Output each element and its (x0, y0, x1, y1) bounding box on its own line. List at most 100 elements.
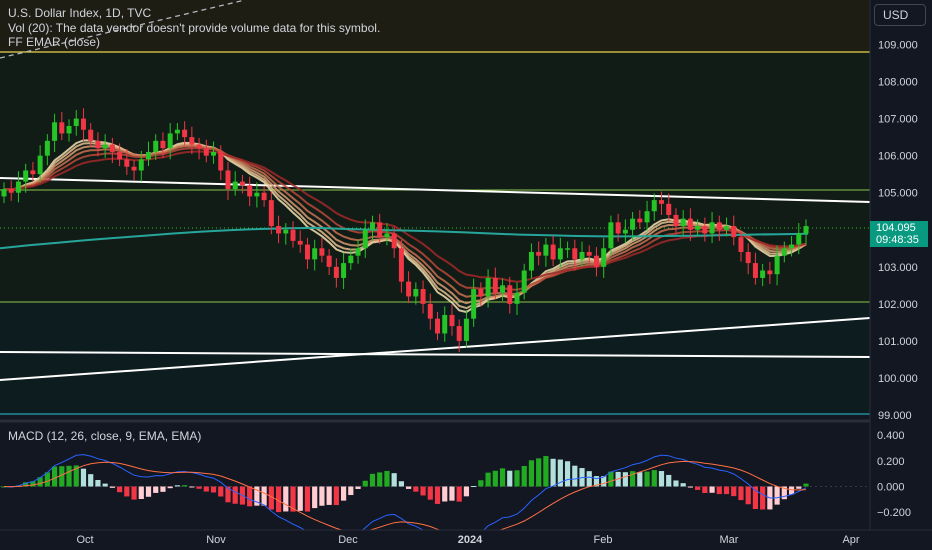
candle-body (239, 181, 245, 186)
macd-histogram-bar (738, 486, 744, 501)
candle-body (492, 277, 498, 293)
candle-body (59, 122, 65, 134)
candle-body (160, 140, 166, 149)
upper-trend-line[interactable] (0, 177, 871, 203)
macd-axis-labels: 0.400 0.200 0.000 −0.200 (877, 430, 911, 519)
candle-body (774, 255, 780, 275)
candle-body (420, 289, 426, 304)
rising-trend-line[interactable] (0, 317, 871, 381)
macd-histogram-bar (319, 486, 325, 506)
candle-body (218, 151, 224, 171)
candle-body (781, 248, 787, 256)
macd-histogram-bar (333, 486, 339, 506)
ema-ribbon (3, 139, 807, 314)
macd-histogram-bar (182, 485, 188, 487)
macd-histogram-bar (117, 486, 123, 493)
macd-histogram-bar (406, 486, 412, 489)
candle-body (15, 181, 21, 193)
candle-body (550, 244, 556, 260)
candle-body (500, 285, 506, 293)
macd-signal-line (3, 460, 807, 539)
candle-body (52, 122, 58, 141)
macd-histogram-bar (391, 473, 397, 487)
candle-body (369, 222, 375, 230)
candle-body (189, 137, 195, 145)
candle-body (724, 226, 730, 230)
macd-histogram-bar (666, 474, 672, 487)
candle-body (658, 200, 664, 204)
candle-body (138, 159, 144, 171)
candle-body (695, 226, 701, 230)
macd-histogram-bar (796, 486, 802, 489)
macd-histogram-bar (30, 481, 36, 487)
macd-histogram-bar (283, 486, 289, 512)
candle-body (716, 222, 722, 230)
macd-histogram-bar (514, 470, 520, 487)
macd-histogram-bar (109, 486, 115, 488)
currency-button[interactable]: USD (874, 4, 926, 26)
candle-body (572, 248, 578, 260)
candle-body (326, 255, 332, 267)
candle-body (117, 151, 123, 160)
macd-histogram-bar (543, 456, 549, 487)
macd-histogram-bar (442, 486, 448, 502)
candles-group (1, 108, 809, 353)
candle-body (593, 255, 599, 267)
macd-histogram-bar (622, 472, 628, 487)
price-axis[interactable] (870, 0, 932, 530)
macd-histogram-bar (369, 473, 376, 487)
candle-body (44, 140, 50, 156)
y-tick-label: 105.000 (878, 188, 918, 200)
dashed-trend-line[interactable] (0, 0, 246, 59)
candle-body (622, 229, 628, 234)
x-tick-label: Mar (720, 534, 739, 546)
macd-histogram-bar (189, 486, 195, 488)
candle-body (803, 226, 809, 234)
macd-histogram-bar (760, 486, 766, 510)
candle-body (182, 129, 188, 138)
candle-body (637, 218, 643, 223)
candle-body (514, 292, 520, 304)
macd-histogram-bar (687, 486, 693, 488)
candle-body (752, 263, 758, 278)
y-tick-label: 109.000 (878, 40, 918, 52)
macd-histogram-bar (261, 486, 267, 506)
macd-line (3, 454, 807, 547)
zone-upper (0, 52, 870, 302)
macd-histogram-bar (803, 483, 809, 487)
macd-histogram-bar (507, 470, 513, 487)
macd-histogram-bar (80, 468, 87, 487)
macd-tick-label: 0.000 (877, 482, 905, 494)
candle-body (565, 248, 571, 250)
y-tick-label: 107.000 (878, 114, 918, 126)
macd-histogram-bar (463, 486, 470, 497)
macd-histogram-bar (398, 481, 404, 487)
candle-body (398, 248, 404, 282)
candle-body (30, 170, 36, 175)
candle-body (738, 237, 744, 252)
candle-body (196, 144, 202, 149)
volume-note: Vol (20): The data vendor doesn't provid… (8, 21, 381, 35)
macd-histogram-bar (95, 479, 101, 487)
macd-histogram-bar (420, 486, 426, 496)
macd-histogram-bar (492, 470, 498, 487)
candle-body (796, 233, 802, 245)
macd-histogram-bar (167, 486, 173, 489)
x-tick-label: Apr (842, 534, 859, 546)
candle-body (615, 222, 621, 234)
candle-body (789, 244, 795, 249)
time-axis[interactable] (0, 530, 932, 550)
macd-histogram-bar (384, 470, 390, 487)
candle-body (528, 251, 534, 271)
candle-body (377, 222, 383, 238)
y-tick-label: 99.000 (878, 410, 912, 422)
macd-histogram-bar (297, 486, 303, 511)
macd-histogram-bar (629, 471, 636, 487)
ema-ribbon-line (3, 147, 807, 291)
lower-trend-line[interactable] (0, 351, 871, 358)
candle-body (37, 155, 43, 175)
candle-body (312, 248, 318, 260)
y-tick-label: 106.000 (878, 151, 918, 163)
macd-histogram-bar (377, 472, 383, 487)
